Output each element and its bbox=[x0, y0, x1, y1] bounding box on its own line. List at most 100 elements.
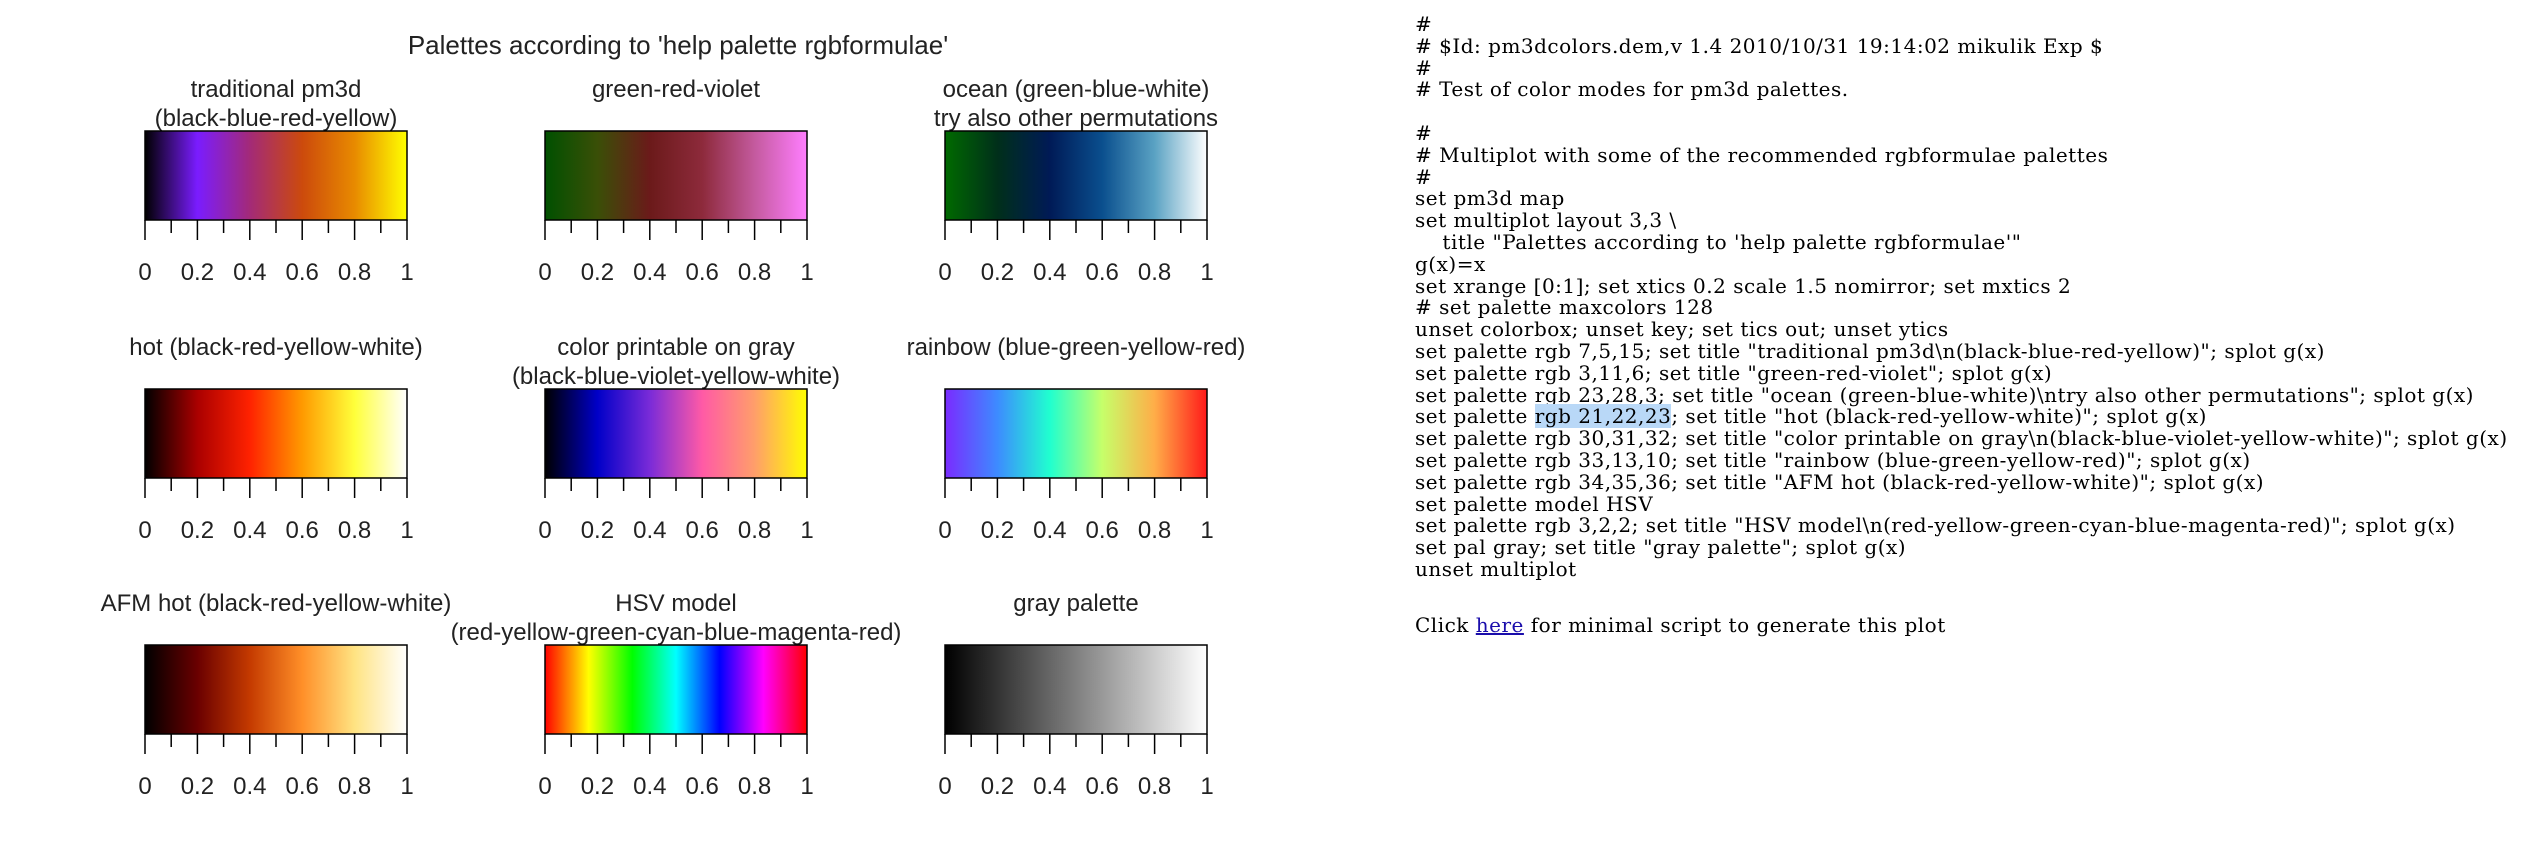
code-line: set palette rgb 30,31,32; set title "col… bbox=[1415, 426, 2508, 451]
code-line: # $Id: pm3dcolors.dem,v 1.4 2010/10/31 1… bbox=[1415, 33, 2104, 58]
palette-bar bbox=[144, 130, 408, 221]
palette-title-line2: (black-blue-red-yellow) bbox=[155, 105, 398, 132]
code-line: set multiplot layout 3,3 \ bbox=[1415, 208, 1677, 233]
code-line: set pal gray; set title "gray palette"; … bbox=[1415, 535, 1907, 560]
tick-label: 0.2 bbox=[581, 259, 614, 286]
footer-prefix: Click bbox=[1415, 612, 1476, 637]
code-line: set palette rgb 33,13,10; set title "rai… bbox=[1415, 447, 2251, 472]
tick-label: 0.4 bbox=[1033, 259, 1066, 286]
palette-title-line2: (black-blue-violet-yellow-white) bbox=[512, 363, 840, 390]
tick-label: 0.8 bbox=[738, 773, 771, 800]
tick-label: 0 bbox=[538, 259, 551, 286]
palette-bar bbox=[544, 388, 808, 479]
tick-label: 0.2 bbox=[981, 517, 1014, 544]
palette-bar bbox=[944, 130, 1208, 221]
footer-text: Click here for minimal script to generat… bbox=[1415, 613, 2548, 637]
palette-bar bbox=[144, 644, 408, 735]
tick-label: 0.8 bbox=[738, 517, 771, 544]
tick-label: 0.6 bbox=[686, 259, 719, 286]
tick-label: 0.4 bbox=[633, 773, 666, 800]
code-line: # bbox=[1415, 14, 1433, 36]
tick-label: 0.6 bbox=[286, 517, 319, 544]
tick-label: 1 bbox=[800, 259, 813, 286]
tick-label: 0 bbox=[138, 517, 151, 544]
code-line: set palette model HSV bbox=[1415, 491, 1654, 516]
palette-multiplot: Palettes according to 'help palette rgbf… bbox=[101, 30, 1246, 800]
tick-label: 0.4 bbox=[1033, 773, 1066, 800]
code-line: set palette rgb 3,2,2; set title "HSV mo… bbox=[1415, 513, 2456, 538]
tick-label: 0.4 bbox=[633, 259, 666, 286]
tick-label: 0.2 bbox=[181, 259, 214, 286]
palette-bar bbox=[944, 388, 1208, 479]
code-line: set palette rgb 7,5,15; set title "tradi… bbox=[1415, 338, 2325, 363]
plot-panel: Palettes according to 'help palette rgbf… bbox=[101, 30, 1246, 800]
tick-label: 0.8 bbox=[738, 259, 771, 286]
tick-label: 1 bbox=[1200, 259, 1213, 286]
tick-label: 0.8 bbox=[1138, 773, 1171, 800]
palette-bar bbox=[144, 388, 408, 479]
tick-label: 0.6 bbox=[286, 259, 319, 286]
code-text: ; set title "hot (black-red-yellow-white… bbox=[1671, 404, 2207, 429]
code-line: set pm3d map bbox=[1415, 186, 1565, 211]
tick-label: 0.2 bbox=[981, 773, 1014, 800]
tick-label: 0.4 bbox=[1033, 517, 1066, 544]
tick-label: 1 bbox=[1200, 517, 1213, 544]
palette-title: green-red-violet bbox=[592, 76, 760, 103]
palette-bar bbox=[944, 644, 1208, 735]
code-line: # bbox=[1415, 120, 1433, 145]
code-line: unset colorbox; unset key; set tics out;… bbox=[1415, 317, 1949, 342]
palette-bar bbox=[544, 130, 808, 221]
tick-label: 0.6 bbox=[686, 773, 719, 800]
script-listing: # # $Id: pm3dcolors.dem,v 1.4 2010/10/31 … bbox=[1415, 14, 2548, 852]
here-link[interactable]: here bbox=[1475, 612, 1524, 637]
code-line: g(x)=x bbox=[1415, 251, 1486, 276]
code-line: # set palette maxcolors 128 bbox=[1415, 295, 1714, 320]
tick-label: 0.2 bbox=[981, 259, 1014, 286]
code-text: set palette bbox=[1415, 404, 1535, 429]
palette-title-line1: traditional pm3d bbox=[191, 76, 362, 103]
main-title: Palettes according to 'help palette rgbf… bbox=[408, 30, 948, 60]
tick-label: 0 bbox=[938, 259, 951, 286]
palette-title-line2: try also other permutations bbox=[934, 105, 1218, 132]
tick-label: 0 bbox=[538, 773, 551, 800]
tick-label: 0.2 bbox=[581, 773, 614, 800]
tick-label: 1 bbox=[400, 517, 413, 544]
code-blank-line bbox=[1415, 581, 2548, 603]
tick-label: 0.6 bbox=[1086, 259, 1119, 286]
palette-bar bbox=[544, 644, 808, 735]
tick-label: 0 bbox=[938, 517, 951, 544]
tick-label: 0.6 bbox=[686, 517, 719, 544]
tick-label: 0.6 bbox=[1086, 773, 1119, 800]
code-line: # bbox=[1415, 55, 1433, 80]
palette-title-line1: color printable on gray bbox=[557, 334, 794, 361]
tick-label: 0.4 bbox=[633, 517, 666, 544]
tick-label: 0.8 bbox=[338, 773, 371, 800]
tick-label: 0.8 bbox=[338, 259, 371, 286]
tick-label: 0 bbox=[938, 773, 951, 800]
palette-title-line1: HSV model bbox=[615, 590, 736, 617]
tick-label: 1 bbox=[800, 773, 813, 800]
tick-label: 0.2 bbox=[181, 517, 214, 544]
code-line: set xrange [0:1]; set xtics 0.2 scale 1.… bbox=[1415, 273, 2072, 298]
tick-label: 1 bbox=[1200, 773, 1213, 800]
code-line: title "Palettes according to 'help palet… bbox=[1415, 229, 2022, 254]
code-line-highlighted: set palette rgb 21,22,23; set title "hot… bbox=[1415, 404, 2548, 429]
code-line: # bbox=[1415, 164, 1433, 189]
code-line: set palette rgb 23,28,3; set title "ocea… bbox=[1415, 382, 2474, 407]
tick-label: 1 bbox=[400, 773, 413, 800]
tick-label: 0 bbox=[138, 259, 151, 286]
code-line: # Test of color modes for pm3d palettes. bbox=[1415, 77, 1849, 102]
tick-label: 0.2 bbox=[581, 517, 614, 544]
palette-title: rainbow (blue-green-yellow-red) bbox=[907, 334, 1246, 361]
code-line: unset multiplot bbox=[1415, 556, 1577, 581]
tick-label: 1 bbox=[400, 259, 413, 286]
tick-label: 0.8 bbox=[1138, 259, 1171, 286]
tick-label: 0.4 bbox=[233, 773, 266, 800]
tick-label: 0 bbox=[138, 773, 151, 800]
code-line: set palette rgb 3,11,6; set title "green… bbox=[1415, 360, 2053, 385]
code-line: # Multiplot with some of the recommended… bbox=[1415, 142, 2109, 167]
tick-label: 0.4 bbox=[233, 259, 266, 286]
tick-label: 0.6 bbox=[286, 773, 319, 800]
footer-suffix: for minimal script to generate this plot bbox=[1523, 612, 1946, 637]
palette-title: hot (black-red-yellow-white) bbox=[129, 334, 422, 361]
